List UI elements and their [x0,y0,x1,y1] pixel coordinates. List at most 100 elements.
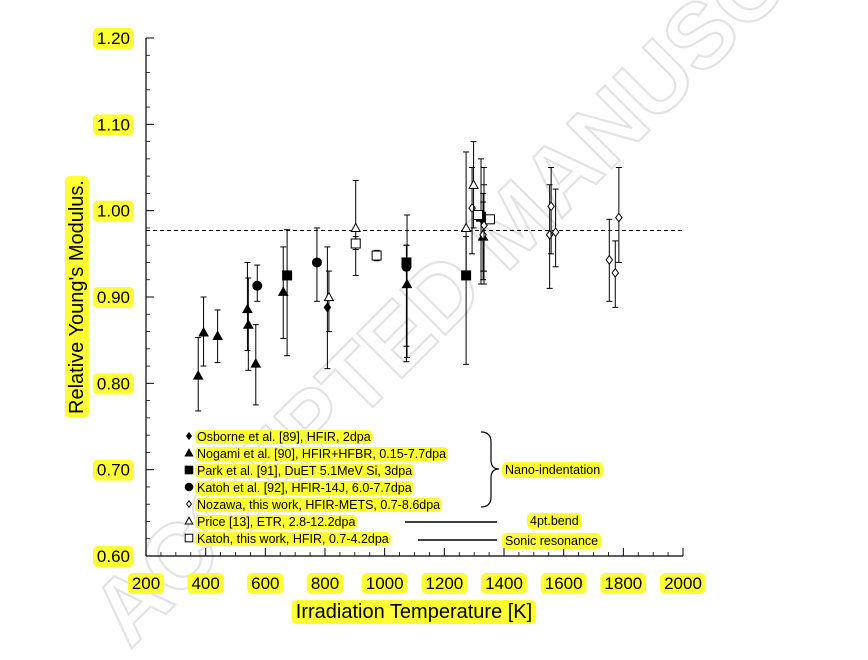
legend-marker [184,465,194,475]
label-highlight [195,430,373,444]
x-tick-label: 400 [191,574,219,593]
label-highlight [660,573,706,594]
watermark-text: ACCEPTED MANUSCRIPT [72,0,868,660]
data-point [323,291,335,302]
y-tick-label: 1.10 [97,115,130,134]
label-highlight [540,573,587,594]
data-point [242,319,254,329]
x-tick-label: 800 [311,574,339,593]
data-point [277,286,289,296]
label-highlight [421,573,468,594]
label-highlight [92,114,134,136]
label-highlight [92,459,134,481]
label-highlight [195,515,358,529]
y-tick-label: 0.60 [97,547,130,566]
data-point [460,222,472,233]
data-point [212,330,223,340]
label-highlight [187,573,224,594]
label-highlight [600,573,647,594]
y-tick-label: 1.20 [97,29,130,48]
data-point [252,280,263,291]
y-tick-label: 0.70 [97,461,130,480]
data-point [401,261,412,272]
data-point [484,214,495,225]
series-6 [350,209,495,262]
label-highlight [502,462,604,478]
label-highlight [127,573,165,594]
x-tick-label: 600 [251,574,279,593]
series-1 [192,201,489,412]
label-highlight [195,481,414,495]
data-point [198,326,209,337]
legend-label: Nozawa, this work, HFIR-METS, 0.7-8.6dpa [197,498,440,512]
x-tick-label: 2000 [664,574,702,593]
legend-marker [185,499,193,509]
label-highlight [92,200,134,222]
series-4 [468,167,623,308]
data-point [192,370,204,380]
legend: Osborne et al. [89], HFIR, 2dpa Nogami et… [184,430,604,549]
y-tick-label: 0.80 [97,374,130,393]
label-highlight [481,573,527,594]
y-tick-label: 1.00 [97,202,130,221]
data-point [468,179,479,189]
axis-ticks: 0.60 0.70 0.80 0.90 1.00 1.10 1.20 200 400 600 800… [92,28,706,594]
x-tick-label: 1800 [604,574,642,593]
label-highlight [92,373,134,395]
label-highlight [291,600,537,624]
x-axis-title: Irradiation Temperature [K] [296,601,532,623]
data-point [551,227,560,238]
legend-marker [184,482,194,492]
legend-label: Katoh, this work, HFIR, 0.7-4.2dpa [197,532,389,546]
legend-marker [185,431,193,441]
series-5 [323,141,479,333]
label-highlight [527,513,582,529]
x-tick-label: 1000 [366,574,404,593]
data-marks [192,141,623,412]
legend-label: Nogami et al. [90], HFIR+HFBR, 0.15-7.7d… [197,447,446,461]
label-highlight [247,573,284,594]
legend-marker [184,448,194,457]
data-point [401,278,413,289]
y-tick-label: 0.90 [97,288,130,307]
data-point [282,270,293,281]
label-highlight [195,464,415,478]
label-highlight [195,447,449,461]
label-highlight [502,533,602,549]
group-label: Sonic resonance [505,534,598,548]
label-highlight [92,546,134,567]
data-point [371,250,382,261]
data-point [311,257,322,268]
legend-label: Price [13], ETR, 2.8-12.2dpa [197,515,355,529]
x-tick-label: 1600 [545,574,583,593]
label-highlight [306,573,344,594]
data-point [473,209,484,220]
data-point [479,229,487,240]
legend-label: Osborne et al. [89], HFIR, 2dpa [197,430,371,444]
data-point [615,212,623,223]
group-label: Nano-indentation [505,463,600,477]
group-label: 4pt.bend [530,514,579,528]
data-point [605,254,614,265]
data-point [242,303,253,314]
watermark: ACCEPTED MANUSCRIPT [71,0,868,660]
legend-label: Katoh et al. [92], HFIR-14J, 6.0-7.7dpa [197,481,412,495]
x-tick-label: 1200 [425,574,463,593]
label-highlight [92,28,134,49]
legend-label: Park et al. [91], DuET 5.1MeV Si, 3dpa [197,464,412,478]
label-highlight [361,573,408,594]
data-point [250,357,262,368]
label-highlight [195,532,391,546]
x-tick-label: 1400 [485,574,523,593]
data-point [323,302,332,313]
label-highlight [65,176,89,418]
data-point [611,267,620,278]
x-tick-label: 200 [132,574,160,593]
legend-marker [184,516,194,525]
data-point [350,238,361,249]
label-highlight [195,498,443,512]
y-axis-title: Relative Young's Modulus. [66,180,88,414]
group-brace [480,431,500,508]
legend-marker [184,533,194,543]
